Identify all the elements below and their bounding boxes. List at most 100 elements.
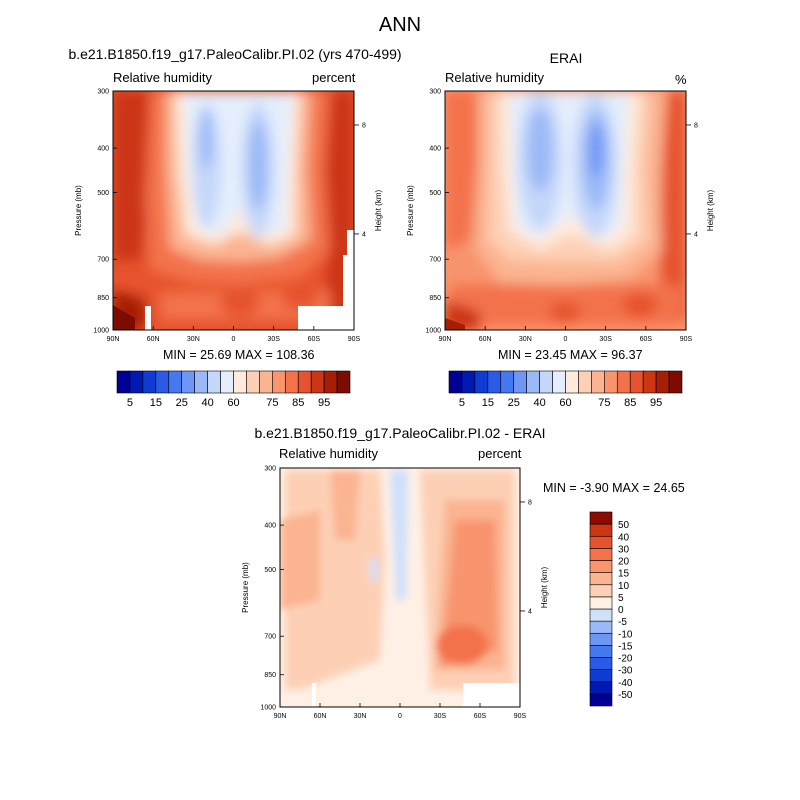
colorbar1-swatch bbox=[181, 370, 195, 394]
colorbar1-swatch bbox=[259, 370, 273, 394]
colorbar3-swatch bbox=[589, 657, 613, 670]
panel2-height-tick-label: 8 bbox=[694, 122, 698, 129]
colorbar1-swatch bbox=[233, 370, 247, 394]
colorbar3-tick-label: 10 bbox=[618, 581, 630, 592]
colorbar3-swatch bbox=[589, 572, 613, 586]
colorbar3-tick-label: 30 bbox=[618, 544, 630, 555]
panel1-variable-label: Relative humidity bbox=[113, 70, 212, 85]
panel2-ytick-label: 700 bbox=[429, 257, 441, 264]
colorbar1-tick-label: 5 bbox=[127, 397, 133, 409]
panel3-ylabel: Pressure (mb) bbox=[241, 562, 250, 613]
colorbar3-swatch bbox=[589, 560, 613, 573]
colorbar3-tick-label: 15 bbox=[618, 569, 630, 580]
panel2-ytick-label: 300 bbox=[429, 89, 441, 96]
panel3-field bbox=[280, 468, 520, 707]
panel1-xtick-label: 60S bbox=[308, 336, 321, 343]
panel2-xtick-label: 30N bbox=[519, 336, 532, 343]
panel1-ytick-label: 700 bbox=[97, 257, 109, 264]
colorbar3-swatch bbox=[589, 584, 613, 598]
panel1-field bbox=[113, 91, 354, 330]
panel1-xtick-label: 90S bbox=[348, 336, 361, 343]
colorbar3-tick-label: -15 bbox=[618, 641, 633, 652]
colorbar2-tick-label: 85 bbox=[624, 397, 636, 409]
colorbar2-swatch bbox=[642, 370, 657, 394]
colorbar1-tick-label: 15 bbox=[150, 397, 162, 409]
panel1-ytick-label: 500 bbox=[97, 190, 109, 197]
colorbar2-swatch bbox=[539, 370, 553, 394]
colorbar3-tick-label: 40 bbox=[618, 532, 630, 543]
panel2-xtick-label: 60S bbox=[640, 336, 653, 343]
colorbar2-tick-label: 60 bbox=[559, 397, 571, 409]
colorbar2-swatch bbox=[629, 370, 644, 394]
colorbar3-swatch bbox=[589, 523, 613, 537]
panel1-xtick-label: 90N bbox=[107, 336, 120, 343]
colorbar2-tick-label: 75 bbox=[598, 397, 610, 409]
colorbar2-tick-label: 95 bbox=[650, 397, 662, 409]
panel1-xtick-label: 0 bbox=[232, 336, 236, 343]
panel2-ytick-label: 850 bbox=[429, 295, 441, 302]
colorbar1-swatch bbox=[142, 370, 157, 394]
colorbar1-swatch bbox=[155, 370, 170, 394]
colorbar3-swatch bbox=[589, 620, 613, 634]
colorbar3-tick-label: 50 bbox=[618, 520, 630, 531]
panel2-field bbox=[445, 91, 686, 330]
panel1-xtick-label: 30N bbox=[187, 336, 200, 343]
panel3-variable-label: Relative humidity bbox=[279, 446, 378, 461]
panel3-xtick-label: 30N bbox=[354, 713, 367, 720]
panel3-units-label: percent bbox=[478, 446, 522, 461]
panel1-xtick-label: 60N bbox=[147, 336, 160, 343]
colorbar2-swatch bbox=[578, 370, 592, 394]
panel2-variable-label: Relative humidity bbox=[445, 70, 544, 85]
panel3-ytick-label: 700 bbox=[264, 634, 276, 641]
panel3-xtick-label: 30S bbox=[434, 713, 447, 720]
colorbar2-swatch bbox=[474, 370, 489, 394]
colorbar1-swatch bbox=[284, 370, 299, 394]
panel3-ytick-label: 1000 bbox=[260, 705, 276, 712]
panel3-ytick-label: 500 bbox=[264, 567, 276, 574]
panel3-height-tick-label: 4 bbox=[528, 608, 532, 615]
colorbar3-tick-label: -30 bbox=[618, 666, 633, 677]
colorbar1-swatch bbox=[207, 370, 221, 394]
panel1-ytick-label: 400 bbox=[97, 146, 109, 153]
figure-title: ANN bbox=[378, 14, 422, 36]
colorbar3-tick-label: 5 bbox=[618, 593, 624, 604]
panel1-ytick-label: 1000 bbox=[93, 328, 109, 335]
colorbar3-swatch bbox=[589, 608, 613, 622]
colorbar1-swatch bbox=[220, 370, 234, 394]
panel3-title: b.e21.B1850.f19_g17.PaleoCalibr.PI.02 - … bbox=[254, 425, 546, 441]
colorbar1-tick-label: 40 bbox=[201, 397, 213, 409]
colorbar1-swatch bbox=[323, 370, 338, 394]
colorbar3-tick-label: -5 bbox=[618, 617, 627, 628]
colorbar2-swatch bbox=[604, 370, 618, 394]
colorbar2-tick-label: 15 bbox=[482, 397, 494, 409]
panel3-xtick-label: 60S bbox=[474, 713, 487, 720]
colorbar3-tick-label: -50 bbox=[618, 690, 633, 701]
colorbar2-swatch bbox=[500, 370, 515, 394]
panel1-units-label: percent bbox=[312, 70, 356, 85]
panel2-ylabel: Pressure (mb) bbox=[406, 185, 415, 236]
colorbar1-swatch bbox=[194, 370, 208, 394]
panel2-xtick-label: 90S bbox=[680, 336, 693, 343]
colorbar2-swatch bbox=[461, 370, 476, 394]
colorbar3-swatch bbox=[589, 535, 613, 549]
colorbar1-tick-label: 95 bbox=[318, 397, 330, 409]
colorbar3-tick-label: -40 bbox=[618, 678, 633, 689]
panel2-xtick-label: 90N bbox=[439, 336, 452, 343]
colorbar3-swatch bbox=[589, 693, 613, 707]
colorbar3-tick-label: 20 bbox=[618, 557, 630, 568]
panel1-ytick-label: 850 bbox=[97, 295, 109, 302]
colorbar2-swatch bbox=[565, 370, 579, 394]
panel3-xtick-label: 90N bbox=[274, 713, 287, 720]
panel1-ylabel: Pressure (mb) bbox=[74, 185, 83, 236]
panel1-ytick-label: 300 bbox=[97, 89, 109, 96]
colorbar1-swatch bbox=[168, 370, 183, 394]
colorbar2-swatch bbox=[526, 370, 540, 394]
colorbar3-swatch bbox=[589, 548, 613, 561]
colorbar1-tick-label: 75 bbox=[266, 397, 278, 409]
panel3-stats: MIN = -3.90 MAX = 24.65 bbox=[543, 481, 685, 495]
panel2-units-label: % bbox=[675, 72, 687, 87]
colorbar2-swatch bbox=[513, 370, 527, 394]
panel2-xtick-label: 30S bbox=[599, 336, 612, 343]
colorbar3-swatch bbox=[589, 596, 613, 610]
